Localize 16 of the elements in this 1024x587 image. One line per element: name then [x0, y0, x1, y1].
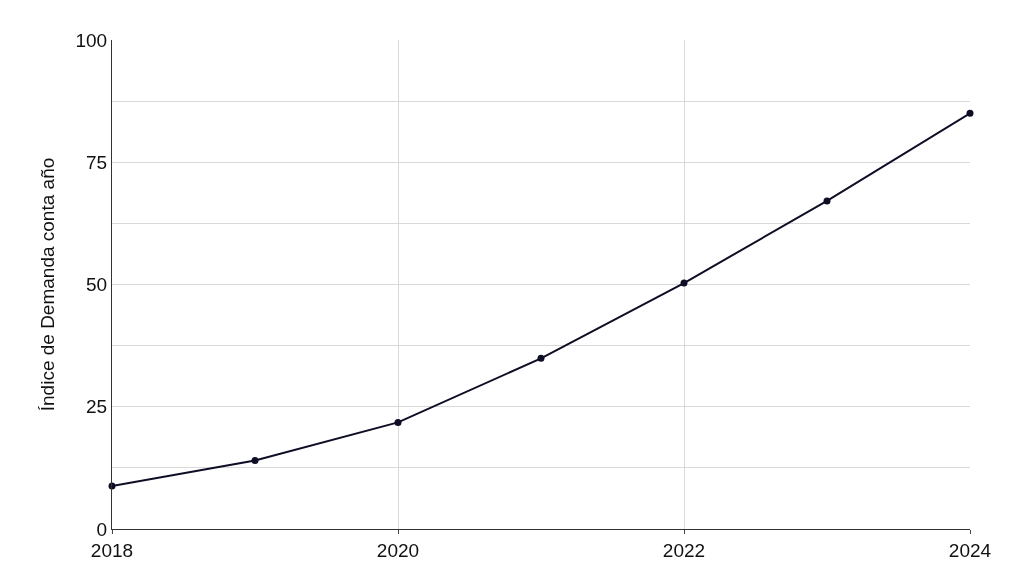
- point: [394, 418, 402, 426]
- y-axis-title: Índice de Demanda conta año: [37, 157, 59, 412]
- point: [966, 109, 974, 117]
- y-tick-label: 50: [86, 274, 108, 296]
- y-tick-label: 75: [86, 151, 108, 173]
- point: [823, 197, 831, 205]
- y-tick-label: 25: [86, 396, 108, 418]
- x-tick-label: 2022: [662, 539, 706, 561]
- point: [537, 354, 545, 362]
- y-tick-label: 100: [75, 29, 108, 51]
- point: [251, 457, 259, 465]
- x-tick-label: 2018: [90, 539, 134, 561]
- y-tick-label: 0: [96, 518, 108, 540]
- point: [680, 279, 688, 287]
- x-tick-label: 2020: [376, 539, 420, 561]
- x-tick-label: 2024: [948, 539, 992, 561]
